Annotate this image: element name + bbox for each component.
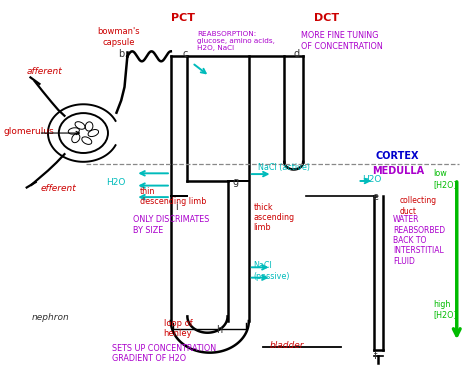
Text: ONLY DISCRIMATES
BY SIZE: ONLY DISCRIMATES BY SIZE — [133, 215, 210, 235]
Text: collecting
duct: collecting duct — [400, 196, 437, 216]
Text: h: h — [217, 325, 223, 335]
Text: loop of
henley: loop of henley — [164, 319, 192, 338]
Text: low
[H2O]: low [H2O] — [433, 169, 457, 189]
Text: REABSORPTION:
glucose, amino acids,
H2O, NaCl: REABSORPTION: glucose, amino acids, H2O,… — [197, 31, 275, 51]
Text: H2O: H2O — [107, 178, 126, 187]
Text: WATER
REABSORBED
BACK TO
INTERSTITIAL
FLUID: WATER REABSORBED BACK TO INTERSTITIAL FL… — [393, 215, 445, 266]
Text: f: f — [374, 350, 377, 360]
Text: nephron: nephron — [31, 313, 69, 322]
Text: c: c — [182, 49, 188, 59]
Text: PCT: PCT — [171, 13, 195, 23]
Text: CORTEX: CORTEX — [376, 151, 419, 161]
Text: i: i — [175, 202, 178, 212]
Text: MORE FINE TUNING
OF CONCENTRATION: MORE FINE TUNING OF CONCENTRATION — [301, 31, 383, 51]
Text: afferent: afferent — [27, 67, 63, 76]
Text: thick
ascending
limb: thick ascending limb — [254, 203, 295, 232]
Text: thin
descending limb: thin descending limb — [140, 187, 207, 206]
Text: bowman's
capsule: bowman's capsule — [98, 27, 140, 47]
Text: glomerulus: glomerulus — [3, 127, 54, 136]
Text: H2O: H2O — [362, 174, 382, 184]
Text: d: d — [293, 49, 299, 59]
Text: high
[H2O]: high [H2O] — [433, 300, 457, 319]
Text: SETS UP CONCENTRATION
GRADIENT OF H2O: SETS UP CONCENTRATION GRADIENT OF H2O — [112, 344, 216, 363]
Text: NaCl (active): NaCl (active) — [258, 163, 310, 172]
Text: MEDULLA: MEDULLA — [372, 166, 424, 176]
Text: e: e — [373, 192, 378, 202]
Text: efferent: efferent — [41, 184, 77, 193]
Text: b: b — [118, 49, 124, 59]
Text: NaCl
(passive): NaCl (passive) — [254, 261, 290, 281]
Text: g: g — [233, 177, 239, 187]
Text: bladder: bladder — [269, 341, 304, 350]
Text: DCT: DCT — [314, 13, 339, 23]
